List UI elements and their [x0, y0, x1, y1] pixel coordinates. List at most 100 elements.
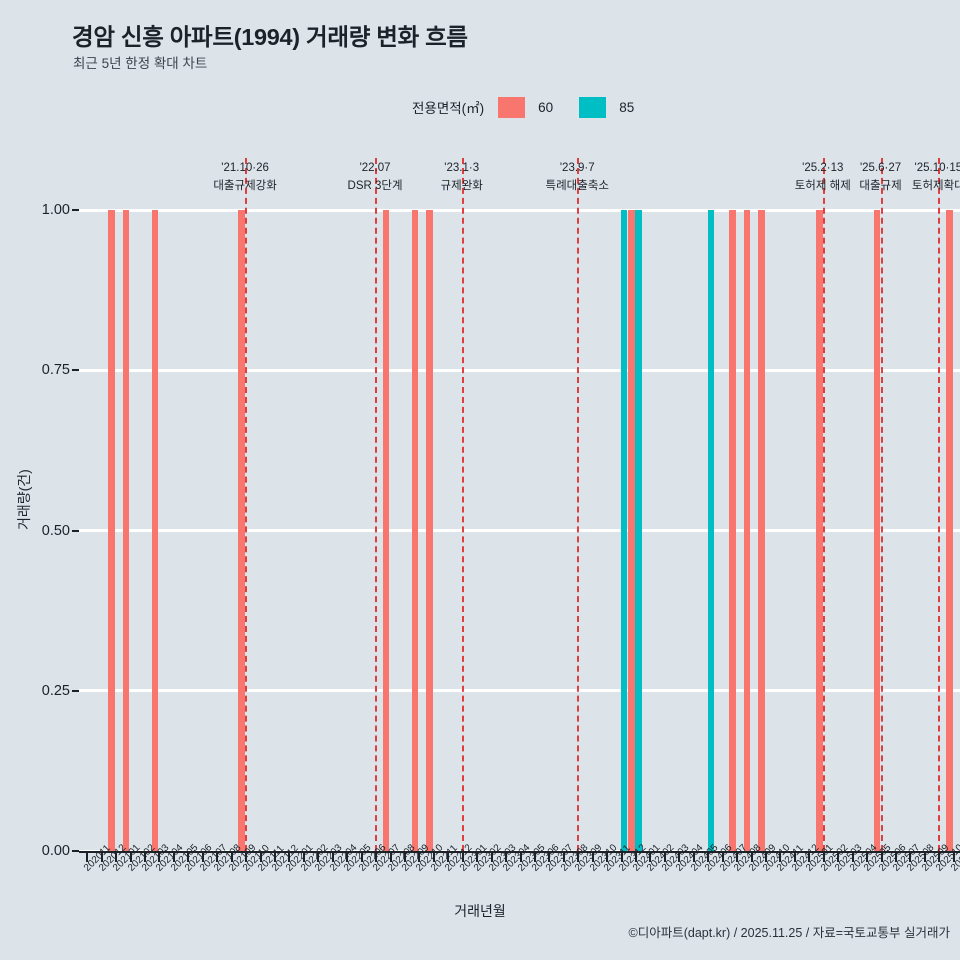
x-axis-tick-mark — [490, 853, 493, 862]
x-axis-tick-mark — [346, 853, 349, 862]
x-axis-tick-mark — [86, 853, 89, 862]
legend-title: 전용면적(㎡) — [412, 101, 485, 116]
x-axis-tick-mark — [880, 853, 883, 862]
bar[interactable] — [946, 210, 953, 851]
x-axis-tick-mark — [837, 853, 840, 862]
x-axis-tick-mark — [779, 853, 782, 862]
legend-label-85: 85 — [619, 99, 635, 115]
bar[interactable] — [620, 210, 628, 851]
x-axis-tick-mark — [288, 853, 291, 862]
annotation-date: '25.6·27 — [859, 162, 902, 174]
x-axis-tick-mark — [606, 853, 609, 862]
annotation-date: '25.2·13 — [802, 162, 844, 174]
x-axis-tick-mark — [360, 853, 363, 862]
x-axis-tick-mark — [447, 853, 450, 862]
bar[interactable] — [758, 210, 765, 851]
annotation-line — [245, 158, 248, 851]
x-axis-tick-mark — [245, 853, 248, 862]
x-axis-tick-mark — [172, 853, 175, 862]
annotation-text: DSR 3단계 — [347, 179, 403, 192]
x-axis-tick-mark — [331, 853, 334, 862]
plot-area: 0.00 0.25 0.50 0.75 1.00 — [42, 158, 960, 859]
bar[interactable] — [635, 210, 642, 851]
x-axis-tick-mark — [635, 853, 638, 862]
x-axis-tick-mark — [461, 853, 464, 862]
annotation-line — [938, 158, 941, 851]
annotation-label: '21.10·26 대출규제강화 — [213, 160, 276, 196]
x-axis-tick-mark — [952, 853, 955, 862]
x-axis-tick-mark — [620, 853, 623, 862]
legend-item-85[interactable]: 85 — [579, 96, 635, 118]
x-axis-tick-mark — [100, 853, 103, 862]
gridline — [79, 689, 960, 693]
bar[interactable] — [816, 210, 823, 851]
x-axis-tick-mark — [389, 853, 392, 862]
x-axis-tick-mark — [375, 853, 378, 862]
bar[interactable] — [122, 210, 130, 851]
annotation-label: '22.07 DSR 3단계 — [348, 160, 403, 196]
bar[interactable] — [729, 210, 736, 851]
x-axis-tick-mark — [895, 853, 897, 862]
annotation-line — [375, 158, 378, 851]
bar[interactable] — [707, 210, 714, 851]
bar[interactable] — [628, 210, 635, 851]
y-axis-tick-mark — [72, 529, 79, 532]
annotation-date: '23.9·7 — [559, 162, 595, 174]
gridline — [79, 529, 960, 532]
y-axis-tick-mark — [72, 369, 79, 372]
y-axis-tick-mark — [72, 689, 79, 692]
x-axis-tick-mark — [793, 853, 796, 862]
x-axis-tick-mark — [418, 853, 421, 862]
annotation-text: 규제완화 — [440, 179, 483, 192]
x-axis-tick-mark — [866, 853, 869, 862]
y-axis-tick-mark — [72, 209, 79, 211]
x-axis-tick-mark — [649, 853, 652, 862]
bar[interactable] — [151, 210, 159, 851]
y-axis-title: 거래량(건) — [16, 469, 32, 530]
x-axis-tick-mark — [533, 853, 536, 862]
x-axis-tick-mark — [851, 853, 854, 862]
x-axis-tick-mark — [765, 853, 768, 862]
y-axis-tick-label: 0.25 — [41, 682, 70, 699]
x-axis-tick-mark — [750, 853, 753, 862]
annotation-text: 토허제 해제 — [794, 179, 851, 192]
bar[interactable] — [873, 210, 881, 851]
x-axis-tick-mark — [115, 853, 118, 862]
legend-item-60[interactable]: 60 — [498, 96, 553, 118]
x-axis-tick-mark — [302, 853, 305, 862]
gridline — [79, 208, 960, 212]
x-axis-tick-mark — [562, 853, 565, 862]
annotation-text: 토허제확대 — [911, 179, 960, 192]
x-axis-tick-mark — [143, 853, 146, 862]
annotation-label: '23.9·7 특례대출축소 — [546, 160, 609, 196]
x-axis-tick-mark — [591, 853, 594, 862]
x-axis-tick-mark — [317, 853, 320, 862]
x-axis-tick-mark — [259, 853, 262, 862]
page-title: 경암 신흥 아파트(1994) 거래량 변화 흐름 — [72, 24, 468, 50]
bar[interactable] — [411, 210, 419, 851]
y-axis-tick-label: 1.00 — [41, 202, 70, 218]
annotation-text: 대출규제강화 — [213, 179, 277, 192]
annotation-line — [461, 158, 464, 851]
bar[interactable] — [426, 210, 433, 851]
footer-credit: ©디아파트(dapt.kr) / 2025.11.25 / 자료=국토교통부 실… — [628, 926, 951, 940]
bar[interactable] — [743, 210, 751, 851]
x-axis-tick-mark — [822, 853, 825, 862]
x-axis-tick-mark — [678, 853, 681, 862]
chart-subtitle: 최근 5년 한정 확대 차트 — [73, 56, 208, 71]
x-axis-tick-mark — [663, 853, 666, 862]
x-axis-tick-mark — [808, 853, 811, 862]
bar[interactable] — [382, 210, 390, 851]
x-axis-tick-mark — [519, 853, 522, 862]
annotation-label: '25.6·27 대출규제 — [859, 160, 901, 196]
gridline — [79, 368, 960, 372]
x-axis-title: 거래년월 — [454, 903, 506, 919]
y-axis-tick-mark — [72, 850, 79, 852]
bar[interactable] — [108, 210, 115, 851]
x-axis-tick-mark — [577, 853, 580, 862]
x-axis-line — [79, 851, 960, 853]
bar[interactable] — [238, 210, 245, 851]
legend-swatch-85 — [579, 96, 607, 118]
x-axis-tick-mark — [736, 853, 739, 862]
x-axis-tick-mark — [476, 853, 479, 862]
